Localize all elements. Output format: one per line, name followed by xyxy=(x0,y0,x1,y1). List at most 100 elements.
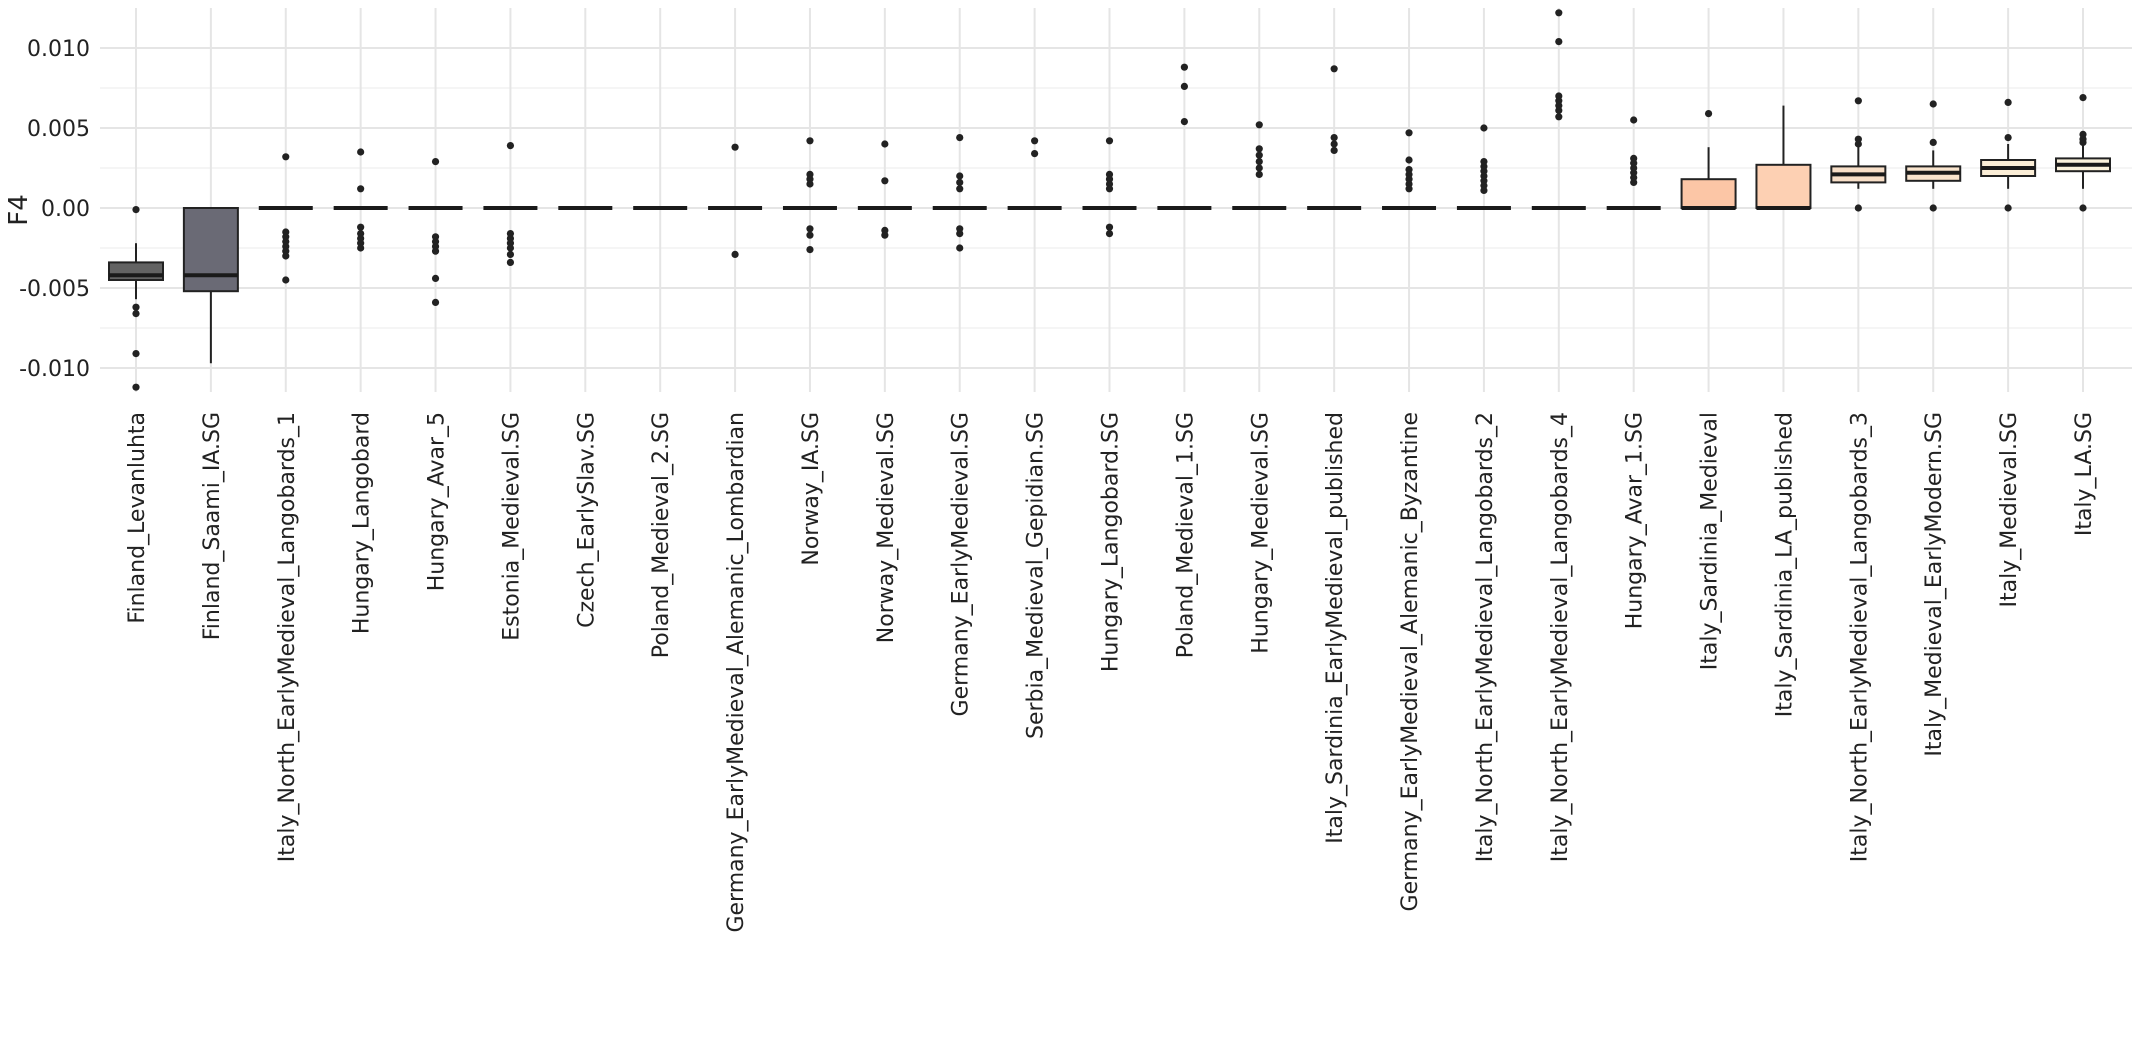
outlier-point xyxy=(2004,204,2012,212)
x-tick-label: Germany_EarlyMedieval_Alemanic_Byzantine xyxy=(1398,412,1423,911)
x-tick-label: Italy_Medieval_EarlyModern.SG xyxy=(1922,412,1947,757)
outlier-point xyxy=(1105,223,1114,231)
outlier-point xyxy=(881,231,889,239)
x-tick-label: Poland_Medieval_1.SG xyxy=(1173,412,1198,658)
outlier-point xyxy=(2079,94,2087,102)
x-tick-label: Norway_Medieval.SG xyxy=(874,412,899,643)
outlier-point xyxy=(806,246,814,254)
x-tick-label: Italy_Sardinia_Medieval xyxy=(1698,412,1723,670)
grid-lines xyxy=(100,8,2132,392)
outlier-point xyxy=(2004,134,2012,142)
outlier-point xyxy=(1480,186,1488,194)
outlier-point xyxy=(806,180,814,188)
outlier-point xyxy=(1854,97,1862,105)
box-group xyxy=(258,153,313,284)
outlier-point xyxy=(1630,178,1638,186)
outlier-point xyxy=(357,148,365,156)
outlier-point xyxy=(1105,137,1114,145)
outlier-point xyxy=(1255,170,1263,178)
outlier-point xyxy=(2004,98,2012,106)
box-group xyxy=(408,158,463,306)
outlier-point xyxy=(506,258,515,266)
outlier-point xyxy=(1031,150,1039,158)
outlier-point xyxy=(1330,140,1338,148)
outlier-point xyxy=(1405,185,1413,193)
outlier-point xyxy=(431,274,440,282)
box-iqr xyxy=(108,261,164,281)
box-group xyxy=(1007,137,1062,210)
outlier-point xyxy=(956,134,964,142)
box-group xyxy=(708,143,763,258)
x-tick-label: Poland_Medieval_2.SG xyxy=(649,412,674,658)
x-tick-label: Czech_EarlySlav.SG xyxy=(574,412,599,628)
box-group xyxy=(782,137,837,254)
outlier-point xyxy=(1555,38,1563,46)
y-axis-title: F4 xyxy=(4,194,34,226)
box-group xyxy=(333,148,388,252)
outlier-point xyxy=(506,244,515,252)
x-tick-label: Hungary_Langobard xyxy=(350,412,375,634)
outlier-point xyxy=(1405,156,1413,164)
outlier-point xyxy=(1480,124,1488,132)
box-group xyxy=(1382,129,1437,210)
x-tick-label: Italy_Sardinia_LA_published xyxy=(1772,412,1797,717)
outlier-point xyxy=(956,244,964,252)
outlier-point xyxy=(431,298,440,306)
outlier-point xyxy=(1330,65,1338,73)
outlier-point xyxy=(1255,164,1263,172)
outlier-point xyxy=(132,206,140,214)
x-tick-label: Hungary_Langobard.SG xyxy=(1099,412,1124,672)
x-tick-label: Norway_IA.SG xyxy=(799,412,824,566)
box-group xyxy=(1905,100,1962,212)
x-tick-label: Hungary_Avar_5 xyxy=(425,412,450,591)
x-tick-label: Finland_Saami_IA.SG xyxy=(200,412,225,640)
outlier-point xyxy=(506,250,515,258)
outlier-point xyxy=(1180,82,1188,90)
outlier-point xyxy=(357,244,365,252)
box-group xyxy=(483,142,538,266)
outlier-point xyxy=(282,276,290,284)
x-tick-label: Germany_EarlyMedieval.SG xyxy=(949,412,974,716)
outlier-point xyxy=(1555,113,1563,121)
outlier-point xyxy=(806,231,814,239)
outlier-point xyxy=(132,350,140,358)
x-tick-label: Italy_Medieval.SG xyxy=(1997,412,2022,607)
outlier-point xyxy=(282,153,290,161)
outlier-point xyxy=(132,383,140,391)
x-tick-label: Italy_North_EarlyMedieval_Langobards_4 xyxy=(1548,412,1573,862)
outlier-point xyxy=(357,185,365,193)
box-series xyxy=(108,9,2111,391)
x-tick-label: Italy_North_EarlyMedieval_Langobards_2 xyxy=(1473,412,1498,862)
y-tick-label: 0.00 xyxy=(41,197,90,222)
outlier-point xyxy=(1255,158,1263,166)
outlier-point xyxy=(956,178,964,186)
outlier-point xyxy=(1704,110,1713,118)
x-tick-label: Italy_North_EarlyMedieval_Langobards_3 xyxy=(1847,412,1872,862)
outlier-point xyxy=(1330,146,1338,154)
box-group xyxy=(182,207,239,364)
box-iqr xyxy=(1755,163,1812,210)
y-tick-label: -0.005 xyxy=(19,277,90,302)
outlier-point xyxy=(1555,9,1563,17)
outlier-point xyxy=(1854,204,1862,212)
x-tick-label: Serbia_Medieval_Gepidian.SG xyxy=(1024,412,1049,739)
outlier-point xyxy=(1929,204,1937,212)
outlier-point xyxy=(1255,121,1263,129)
outlier-point xyxy=(956,185,964,193)
outlier-point xyxy=(1105,230,1114,238)
y-tick-label: 0.005 xyxy=(27,117,90,142)
x-tick-label: Estonia_Medieval.SG xyxy=(499,412,524,641)
x-tick-label: Hungary_Avar_1.SG xyxy=(1623,412,1648,629)
box-group xyxy=(932,134,987,252)
y-tick-label: -0.010 xyxy=(19,357,90,382)
outlier-point xyxy=(1929,100,1937,108)
outlier-point xyxy=(132,303,140,311)
outlier-point xyxy=(2079,204,2087,212)
outlier-point xyxy=(806,137,814,145)
box-group xyxy=(1755,105,1812,210)
outlier-point xyxy=(132,310,140,318)
outlier-point xyxy=(1405,129,1413,137)
outlier-point xyxy=(956,172,964,180)
outlier-point xyxy=(806,225,814,233)
